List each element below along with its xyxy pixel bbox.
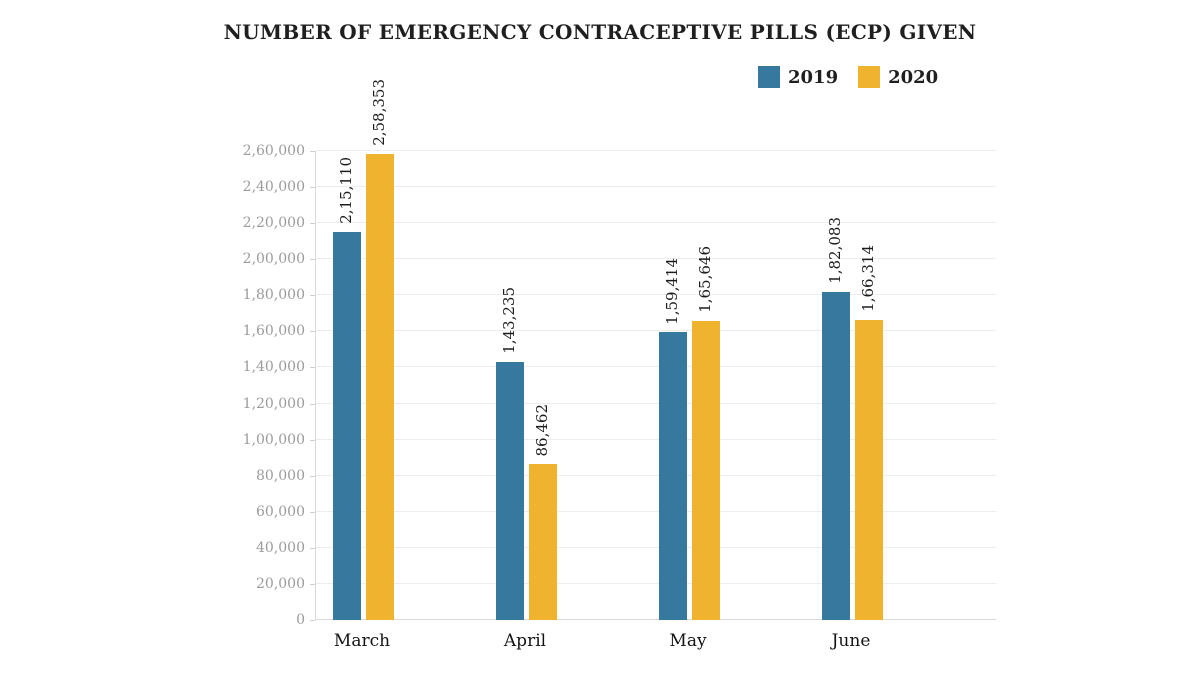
bar-value-label-2019-april: 1,43,235 bbox=[500, 286, 518, 354]
bar-value-label-2019-may: 1,59,414 bbox=[663, 257, 681, 325]
y-tick-mark bbox=[310, 259, 315, 261]
legend: 2019 2020 bbox=[758, 66, 938, 88]
legend-item-2020: 2020 bbox=[858, 66, 938, 88]
y-tick-mark bbox=[310, 583, 315, 585]
y-tick-mark bbox=[310, 367, 315, 369]
gridline-240000 bbox=[316, 186, 996, 188]
y-axis-label: 2,00,000 bbox=[242, 251, 305, 268]
y-tick-mark bbox=[310, 223, 315, 225]
y-axis-label: 60,000 bbox=[256, 503, 305, 520]
bar-2020-march bbox=[365, 153, 394, 620]
bar-value-label-2020-may: 1,65,646 bbox=[696, 246, 714, 314]
chart-title: NUMBER OF EMERGENCY CONTRACEPTIVE PILLS … bbox=[223, 20, 977, 44]
y-axis-label: 2,20,000 bbox=[242, 215, 305, 232]
plot-area: 2,15,110 1,43,235 1,59,414 1,82,083 2,58,353… bbox=[315, 79, 996, 620]
gridline-140000 bbox=[316, 366, 996, 368]
gridline-40000 bbox=[316, 546, 996, 548]
y-axis-label: 0 bbox=[296, 612, 305, 628]
legend-item-2019: 2019 bbox=[758, 66, 838, 88]
bar-2019-june bbox=[821, 291, 850, 620]
y-axis-label: 80,000 bbox=[256, 467, 305, 484]
y-tick-mark bbox=[310, 187, 315, 189]
y-axis-label: 2,60,000 bbox=[242, 143, 305, 159]
y-tick-mark bbox=[310, 620, 315, 621]
gridline-60000 bbox=[316, 510, 996, 512]
gridline-180000 bbox=[316, 294, 996, 296]
bar-value-label-2020-march: 2,58,353 bbox=[370, 79, 388, 146]
gridline-160000 bbox=[316, 330, 996, 332]
y-tick-mark bbox=[310, 151, 315, 152]
legend-swatch-2020 bbox=[858, 66, 881, 88]
y-axis-label: 1,80,000 bbox=[242, 287, 305, 304]
gridline-20000 bbox=[316, 582, 996, 584]
bar-value-label-2019-june: 1,82,083 bbox=[826, 216, 844, 284]
y-axis-label: 40,000 bbox=[256, 539, 305, 556]
gridline-100000 bbox=[316, 438, 996, 440]
y-tick-mark bbox=[310, 403, 315, 405]
gridline-200000 bbox=[316, 258, 996, 260]
y-tick-mark bbox=[310, 511, 315, 513]
y-axis-label: 1,40,000 bbox=[242, 359, 305, 376]
legend-label-2020: 2020 bbox=[888, 66, 939, 88]
x-axis-label-april: April bbox=[503, 631, 547, 651]
gridline-260000 bbox=[316, 150, 996, 151]
x-axis-label-june: June bbox=[831, 631, 871, 651]
y-axis-label: 20,000 bbox=[256, 575, 305, 592]
gridline-220000 bbox=[316, 222, 996, 224]
bar-value-label-2020-june: 1,66,314 bbox=[859, 245, 877, 312]
legend-label-2019: 2019 bbox=[788, 66, 839, 88]
bar-2020-april bbox=[528, 464, 557, 620]
y-tick-mark bbox=[310, 475, 315, 477]
y-tick-mark bbox=[310, 547, 315, 549]
bar-value-label-2019-march: 2,15,110 bbox=[337, 157, 355, 224]
gridline-120000 bbox=[316, 402, 996, 404]
gridline-80000 bbox=[316, 474, 996, 476]
y-axis-label: 1,00,000 bbox=[242, 431, 305, 448]
bar-2020-june bbox=[854, 320, 883, 620]
y-tick-mark bbox=[310, 331, 315, 333]
bar-2019-april bbox=[495, 361, 524, 620]
gridline-0 bbox=[316, 619, 996, 620]
y-axis-label: 1,20,000 bbox=[242, 395, 305, 412]
legend-swatch-2019 bbox=[758, 66, 780, 88]
y-axis-label: 1,60,000 bbox=[242, 323, 305, 340]
y-tick-mark bbox=[310, 439, 315, 441]
bar-value-label-2020-april: 86,462 bbox=[533, 403, 551, 457]
x-axis-label-march: March bbox=[333, 631, 391, 651]
x-axis-label-may: May bbox=[669, 631, 707, 651]
bar-2019-march bbox=[332, 231, 361, 620]
y-tick-mark bbox=[310, 295, 315, 297]
bar-2019-may bbox=[658, 332, 687, 620]
bar-2020-may bbox=[691, 321, 720, 620]
y-axis-label: 2,40,000 bbox=[242, 179, 305, 196]
